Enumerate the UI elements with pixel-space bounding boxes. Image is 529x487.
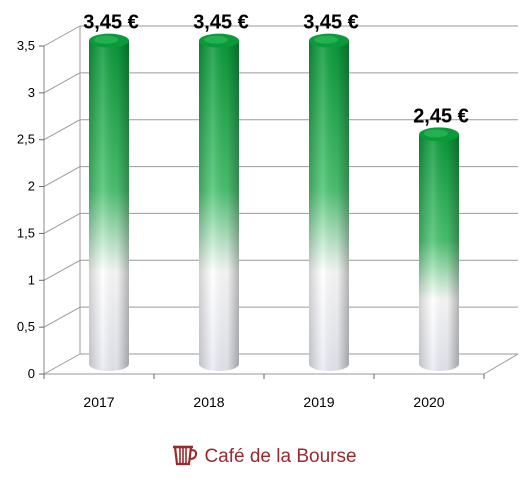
bar-2018	[199, 33, 239, 371]
bar-shading	[89, 40, 129, 371]
grid-side-line	[43, 72, 81, 94]
x-tick-label: 2020	[413, 394, 444, 410]
y-tick-label: 2,5	[17, 132, 35, 147]
data-label: 2,45 €	[413, 105, 469, 127]
y-axis-ticks: 0 0,5 1 1,5 2 2,5 3 3,5	[17, 38, 485, 381]
bar-2019	[309, 33, 349, 371]
y-tick-label: 1	[28, 272, 35, 287]
bar-2017	[89, 33, 129, 371]
grid-side-line	[43, 259, 81, 281]
y-tick-label: 0,5	[17, 319, 35, 334]
brand-logo: Café de la Bourse	[0, 444, 529, 472]
x-tick-label: 2018	[193, 394, 224, 410]
bar-top-highlight	[314, 35, 338, 44]
bar-2020	[419, 127, 459, 371]
grid-side-line	[43, 212, 81, 234]
bar-shading	[199, 40, 239, 371]
grid-side-line	[43, 25, 81, 47]
data-label: 3,45 €	[193, 12, 249, 34]
y-tick-label: 2	[28, 179, 35, 194]
data-label: 3,45 €	[303, 12, 359, 34]
grid-side-line	[43, 353, 81, 375]
data-label: 3,45 €	[83, 12, 139, 34]
x-axis-labels: 2017 2018 2019 2020	[83, 394, 444, 410]
y-tick-label: 3	[28, 85, 35, 100]
bar-chart: 0 0,5 1 1,5 2 2,5 3 3,5 2017 2018 2019 2020 3,45 €…	[17, 12, 519, 410]
y-tick-label: 1,5	[17, 225, 35, 240]
bar-top-highlight	[424, 129, 448, 138]
bar-shading	[419, 134, 459, 371]
grid-side-line	[43, 119, 81, 141]
grid-side-line	[43, 306, 81, 328]
chart-bars	[89, 33, 459, 371]
y-tick-label: 0	[28, 366, 35, 381]
data-labels: 3,45 € 3,45 € 3,45 € 2,45 €	[83, 12, 469, 128]
bar-top-highlight	[204, 35, 228, 44]
y-tick-label: 3,5	[17, 38, 35, 53]
bar-top-highlight	[94, 35, 118, 44]
bar-shading	[309, 40, 349, 371]
x-tick-label: 2019	[303, 394, 334, 410]
brand-name: Café de la Bourse	[204, 446, 357, 467]
x-tick-label: 2017	[83, 394, 114, 410]
floor-right-edge	[483, 353, 519, 375]
grid-side-line	[43, 166, 81, 188]
coffee-cup-icon	[172, 444, 198, 472]
